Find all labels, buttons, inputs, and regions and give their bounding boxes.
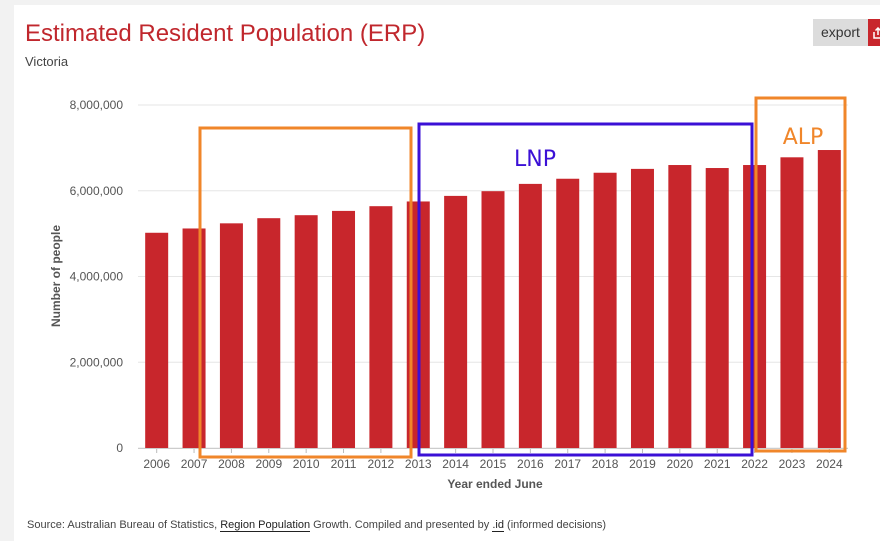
x-tick-label: 2020 (666, 457, 693, 471)
export-button[interactable]: export (813, 19, 880, 46)
bar (630, 168, 654, 449)
annotation-label: ALP (783, 125, 824, 150)
region-population-link[interactable]: Region Population (220, 519, 311, 532)
x-tick-label: 2024 (816, 457, 843, 471)
bar (294, 215, 318, 448)
bar (332, 210, 356, 448)
bar (668, 165, 692, 448)
chart-title: Estimated Resident Population (ERP) (25, 20, 426, 47)
y-axis-title: Number of people (49, 225, 63, 327)
x-tick-label: 2018 (592, 457, 619, 471)
annotation-label: LNP (514, 147, 556, 172)
annotation-box (754, 96, 847, 453)
x-tick-label: 2021 (704, 457, 731, 471)
x-tick-label: 2013 (405, 457, 432, 471)
source-middle: Growth. Compiled and presented by (310, 519, 493, 531)
x-tick-label: 2014 (442, 457, 469, 471)
x-tick-label: 2012 (368, 457, 395, 471)
export-label: export (813, 19, 868, 46)
source-prefix: Source: Australian Bureau of Statistics, (27, 519, 221, 531)
x-tick-label: 2017 (554, 457, 581, 471)
y-tick-label: 8,000,000 (70, 98, 124, 112)
bar (817, 150, 841, 449)
x-tick-label: 2019 (629, 457, 656, 471)
y-tick-label: 6,000,000 (70, 184, 124, 198)
bar (145, 232, 169, 448)
x-tick-label: 2010 (293, 457, 320, 471)
x-tick-label: 2009 (255, 457, 282, 471)
source-suffix: (informed decisions) (503, 519, 607, 531)
y-tick-label: 4,000,000 (70, 270, 124, 284)
bar (481, 191, 505, 448)
y-tick-label: 2,000,000 (70, 355, 124, 369)
bar (705, 168, 729, 448)
annotation-box (417, 122, 754, 457)
bar (518, 183, 542, 448)
x-tick-label: 2006 (143, 457, 170, 471)
x-tick-label: 2008 (218, 457, 245, 471)
bar (369, 206, 393, 448)
bar (182, 228, 206, 448)
x-tick-label: 2015 (480, 457, 507, 471)
chart-subtitle: Victoria (25, 54, 69, 69)
y-tick-label: 0 (116, 441, 123, 455)
x-tick-label: 2023 (779, 457, 806, 471)
source-note: Source: Australian Bureau of Statistics,… (27, 519, 607, 532)
bar (593, 172, 617, 448)
bar (556, 178, 580, 448)
x-tick-label: 2022 (741, 457, 768, 471)
x-axis-title: Year ended June (447, 477, 543, 491)
x-tick-label: 2007 (181, 457, 208, 471)
bar (219, 223, 243, 448)
x-tick-label: 2011 (331, 457, 357, 471)
id-link[interactable]: .id (492, 519, 504, 532)
bar (444, 195, 468, 448)
bar (257, 218, 281, 448)
annotation-box (198, 126, 413, 459)
bar (780, 157, 804, 448)
x-tick-label: 2016 (517, 457, 544, 471)
